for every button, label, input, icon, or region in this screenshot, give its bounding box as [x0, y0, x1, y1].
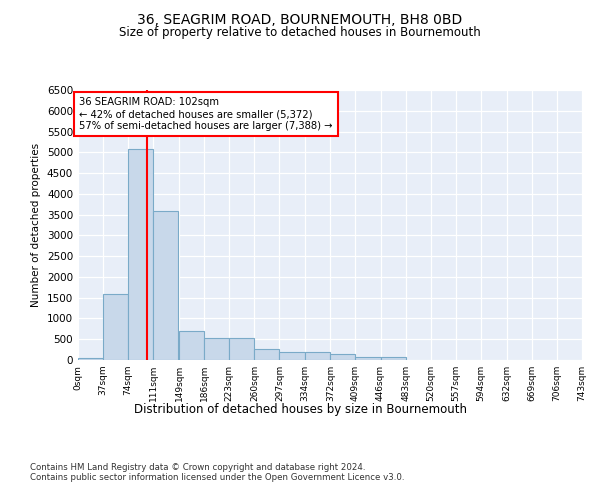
- Text: Contains HM Land Registry data © Crown copyright and database right 2024.: Contains HM Land Registry data © Crown c…: [30, 462, 365, 471]
- Y-axis label: Number of detached properties: Number of detached properties: [31, 143, 41, 307]
- Bar: [103, 294, 128, 360]
- Text: Distribution of detached houses by size in Bournemouth: Distribution of detached houses by size …: [133, 402, 467, 415]
- Bar: [229, 338, 254, 360]
- Text: 36, SEAGRIM ROAD, BOURNEMOUTH, BH8 0BD: 36, SEAGRIM ROAD, BOURNEMOUTH, BH8 0BD: [137, 12, 463, 26]
- Bar: [380, 356, 406, 360]
- Bar: [331, 354, 355, 360]
- Bar: [355, 356, 380, 360]
- Bar: [305, 352, 329, 360]
- Bar: [254, 349, 280, 360]
- Text: Contains public sector information licensed under the Open Government Licence v3: Contains public sector information licen…: [30, 474, 404, 482]
- Bar: [204, 338, 229, 360]
- Bar: [78, 358, 103, 360]
- Bar: [153, 212, 178, 360]
- Bar: [128, 149, 153, 360]
- Text: 36 SEAGRIM ROAD: 102sqm
← 42% of detached houses are smaller (5,372)
57% of semi: 36 SEAGRIM ROAD: 102sqm ← 42% of detache…: [79, 98, 333, 130]
- Text: Size of property relative to detached houses in Bournemouth: Size of property relative to detached ho…: [119, 26, 481, 39]
- Bar: [280, 352, 305, 360]
- Bar: [179, 331, 204, 360]
